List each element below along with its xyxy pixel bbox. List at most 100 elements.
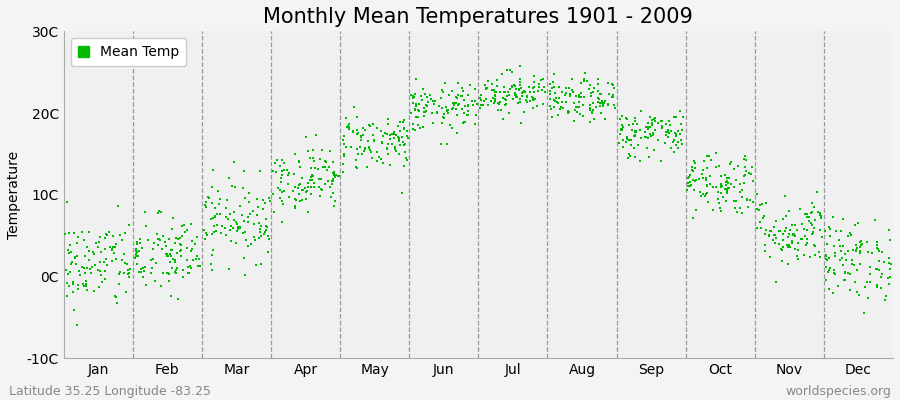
Point	[416, 124, 430, 130]
Point	[173, 241, 187, 247]
Point	[93, 268, 107, 274]
Point	[277, 167, 292, 174]
Point	[362, 144, 376, 150]
Point	[614, 127, 628, 133]
Point	[869, 242, 884, 248]
Point	[221, 216, 236, 222]
Point	[226, 225, 240, 232]
Point	[363, 147, 377, 154]
Point	[508, 89, 522, 96]
Point	[208, 205, 222, 211]
Point	[729, 176, 743, 183]
Point	[457, 103, 472, 110]
Point	[616, 126, 630, 132]
Point	[220, 205, 234, 212]
Point	[865, 250, 879, 256]
Point	[337, 151, 351, 158]
Point	[741, 204, 755, 210]
Point	[197, 227, 211, 233]
Point	[606, 94, 620, 101]
Point	[812, 249, 826, 256]
Point	[485, 95, 500, 102]
Point	[463, 82, 477, 89]
Point	[807, 243, 822, 249]
Point	[692, 176, 706, 182]
Point	[615, 126, 629, 133]
Point	[605, 93, 619, 100]
Point	[176, 267, 191, 273]
Point	[804, 210, 818, 216]
Point	[620, 133, 634, 140]
Point	[292, 159, 306, 166]
Point	[680, 183, 695, 189]
Point	[314, 176, 328, 182]
Point	[807, 204, 822, 210]
Point	[318, 157, 332, 164]
Point	[338, 140, 352, 147]
Point	[591, 81, 606, 88]
Point	[743, 171, 758, 177]
Point	[634, 108, 648, 115]
Point	[166, 214, 180, 221]
Point	[354, 133, 368, 140]
Point	[327, 170, 341, 176]
Point	[400, 132, 414, 139]
Point	[94, 272, 109, 279]
Point	[607, 102, 621, 108]
Point	[511, 100, 526, 106]
Point	[786, 232, 800, 238]
Point	[408, 106, 422, 112]
Point	[544, 114, 559, 120]
Point	[392, 136, 407, 142]
Point	[570, 92, 584, 99]
Point	[746, 178, 760, 184]
Point	[262, 194, 276, 201]
Point	[596, 102, 610, 108]
Point	[274, 172, 289, 178]
Point	[854, 241, 868, 247]
Point	[490, 77, 504, 83]
Point	[391, 134, 405, 140]
Point	[218, 224, 232, 231]
Point	[79, 287, 94, 293]
Point	[299, 189, 313, 195]
Point	[160, 250, 175, 257]
Point	[450, 95, 464, 102]
Point	[252, 234, 266, 241]
Point	[655, 123, 670, 129]
Point	[781, 242, 796, 248]
Point	[568, 106, 582, 113]
Point	[879, 293, 894, 300]
Point	[399, 155, 413, 162]
Point	[629, 129, 643, 136]
Point	[793, 205, 807, 212]
Point	[838, 276, 852, 283]
Point	[266, 191, 281, 197]
Point	[554, 106, 568, 113]
Point	[601, 80, 616, 86]
Point	[252, 168, 266, 174]
Point	[806, 229, 821, 235]
Point	[752, 207, 766, 213]
Point	[314, 186, 328, 192]
Point	[298, 185, 312, 192]
Point	[825, 290, 840, 296]
Point	[754, 225, 769, 231]
Point	[834, 255, 849, 261]
Point	[68, 254, 83, 260]
Point	[380, 130, 394, 137]
Point	[86, 251, 101, 257]
Point	[476, 97, 491, 104]
Point	[100, 232, 114, 238]
Point	[735, 210, 750, 216]
Point	[616, 144, 631, 150]
Point	[505, 83, 519, 90]
Point	[164, 253, 178, 260]
Point	[304, 184, 319, 190]
Point	[621, 122, 635, 128]
Point	[758, 248, 772, 254]
Point	[658, 140, 672, 146]
Point	[409, 127, 423, 134]
Point	[106, 233, 121, 240]
Point	[318, 181, 332, 188]
